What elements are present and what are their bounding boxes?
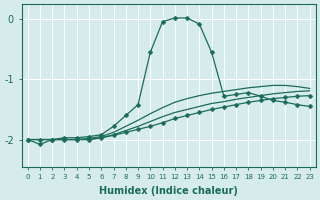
- X-axis label: Humidex (Indice chaleur): Humidex (Indice chaleur): [99, 186, 238, 196]
